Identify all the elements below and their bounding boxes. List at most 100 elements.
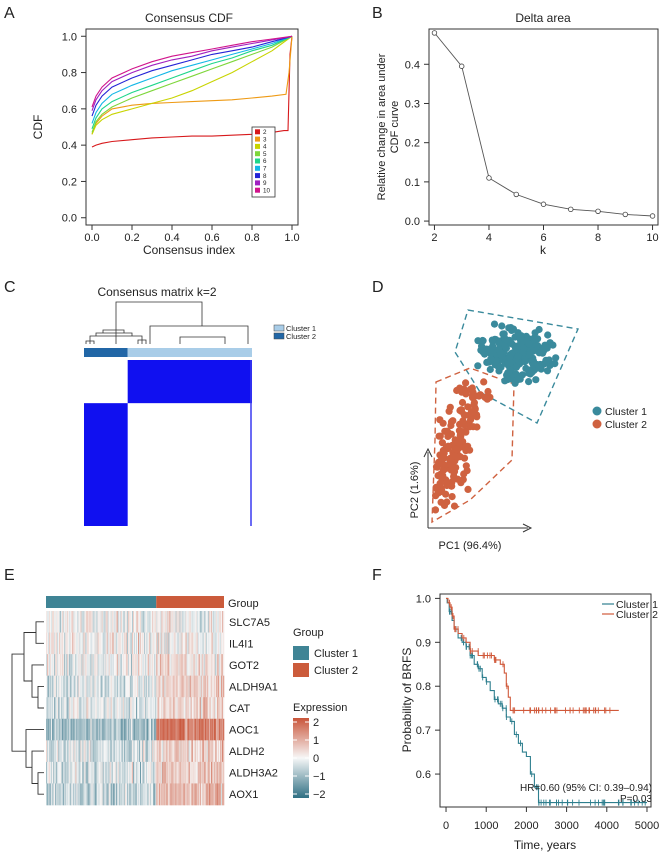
chart-f-hr-annotation: HR=0.60 (95% CI: 0.39–0.94) — [520, 783, 652, 794]
chart-e-cell — [164, 675, 166, 698]
chart-e-cell — [80, 611, 82, 633]
chart-e-cell — [72, 654, 74, 676]
chart-e-cell — [48, 611, 50, 633]
chart-f-y-tick-label: 0.7 — [416, 725, 431, 737]
chart-e-cell — [98, 783, 100, 806]
panel-b: B Delta area 2 4 6 8 10 0.00.10.20.30.4 k Re… — [372, 5, 659, 257]
chart-d-point-cluster-2 — [459, 476, 467, 484]
chart-e-cell — [79, 654, 81, 676]
chart-e-cell — [117, 632, 120, 655]
chart-e-cell — [111, 611, 114, 633]
chart-e-gene-label: ALDH3A2 — [229, 768, 278, 780]
chart-e-cell — [211, 654, 214, 676]
chart-e-cell — [123, 611, 126, 633]
chart-e-expression-title: Expression — [293, 702, 347, 714]
chart-e-cell — [184, 740, 186, 763]
chart-e-cell — [68, 761, 70, 784]
chart-e-cell — [132, 740, 135, 763]
chart-e-cell — [116, 697, 119, 720]
chart-e-cell — [193, 761, 195, 784]
chart-e-cell — [92, 740, 94, 763]
chart-e-cell — [112, 611, 115, 633]
chart-e-cell — [86, 675, 88, 698]
chart-e-cell — [170, 675, 172, 698]
chart-d-point-cluster-2 — [454, 475, 462, 483]
chart-e-cell — [126, 783, 129, 806]
chart-e-cell — [188, 632, 190, 655]
chart-e-cell — [70, 718, 72, 741]
chart-e-cell — [118, 718, 121, 741]
chart-e-cell — [114, 697, 117, 720]
chart-e-cell — [162, 632, 164, 655]
chart-e-cell — [154, 761, 156, 784]
chart-a-line-k4 — [91, 35, 293, 135]
chart-e-cell — [58, 783, 60, 806]
chart-e-cell — [165, 654, 167, 676]
chart-e-cell — [110, 718, 113, 741]
chart-e-cell — [86, 611, 88, 633]
chart-e-cell — [182, 740, 184, 763]
chart-e-cell — [51, 675, 53, 698]
chart-a-series — [91, 35, 293, 148]
chart-e-cell — [92, 675, 94, 698]
chart-e-cell — [185, 632, 187, 655]
chart-e-cell — [89, 632, 91, 655]
chart-a-y-axis: 0.00.20.40.60.81.0 — [62, 31, 86, 225]
chart-c-legend-swatch-2 — [273, 332, 285, 340]
chart-e-cell — [130, 761, 133, 784]
chart-f-legend-label-2: Cluster 2 — [616, 609, 658, 621]
chart-e-cell — [107, 611, 109, 633]
chart-e-cell — [176, 654, 178, 676]
chart-e-cell — [87, 675, 89, 698]
chart-e-cell — [146, 675, 148, 698]
chart-e-cell — [164, 697, 166, 720]
chart-e-cell — [91, 783, 93, 806]
chart-e-cell — [192, 761, 194, 784]
chart-e-cell — [219, 697, 222, 720]
chart-e-cell — [46, 654, 48, 676]
chart-e-cell — [207, 783, 210, 806]
chart-e-cell — [98, 718, 100, 741]
chart-e-cell — [175, 611, 177, 633]
chart-e-cell — [208, 783, 211, 806]
chart-e-cell — [123, 783, 126, 806]
chart-e-cell — [96, 718, 98, 741]
chart-e-cell — [203, 654, 206, 676]
chart-e-cell — [75, 632, 77, 655]
chart-e-cell — [161, 611, 163, 633]
chart-e-cell — [102, 718, 104, 741]
chart-e-cell — [90, 740, 92, 763]
chart-e-cell — [144, 675, 146, 698]
chart-e-cell — [93, 654, 95, 676]
chart-e-cell — [79, 718, 81, 741]
chart-e-cell — [220, 675, 223, 698]
chart-e-cell — [148, 783, 150, 806]
chart-e-cell — [153, 654, 155, 676]
chart-e-cell — [209, 761, 212, 784]
chart-e-cell — [168, 783, 170, 806]
chart-e-cell — [105, 697, 107, 720]
chart-e-cell — [61, 783, 63, 806]
chart-e-cell — [176, 697, 178, 720]
chart-e-cell — [214, 740, 217, 763]
chart-e-cell — [96, 632, 98, 655]
chart-e-cell — [107, 718, 109, 741]
chart-e-cell — [173, 697, 175, 720]
chart-e-cell — [198, 654, 201, 676]
chart-e-cell — [132, 654, 135, 676]
chart-e-cell — [220, 697, 223, 720]
chart-e-cell — [93, 761, 95, 784]
chart-e-cell — [95, 740, 97, 763]
chart-e-cell — [115, 654, 118, 676]
chart-e-group-label: Group — [228, 598, 259, 610]
chart-e-cell — [209, 675, 212, 698]
chart-e-cell — [195, 718, 197, 741]
chart-e-cell — [103, 632, 105, 655]
chart-e-cell — [212, 654, 215, 676]
chart-e-cell — [186, 697, 188, 720]
chart-e-cell — [163, 675, 165, 698]
chart-e-cell — [196, 611, 198, 633]
chart-e-cell — [103, 654, 105, 676]
chart-e-cell — [118, 761, 121, 784]
chart-e-cell — [158, 761, 160, 784]
